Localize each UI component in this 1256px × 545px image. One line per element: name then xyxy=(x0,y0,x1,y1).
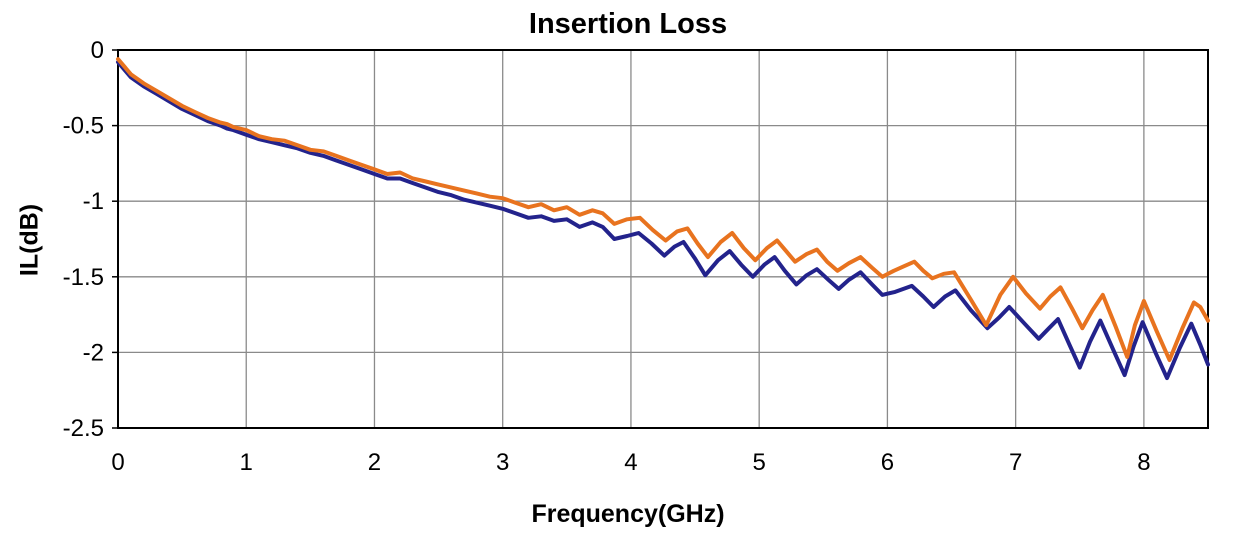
x-tick-label: 0 xyxy=(111,449,124,476)
x-tick-label: 6 xyxy=(881,449,894,476)
y-tick-label: -2.5 xyxy=(63,415,104,442)
plot-border xyxy=(117,49,1209,429)
x-tick-label: 8 xyxy=(1137,449,1150,476)
y-tick-label: -1 xyxy=(83,188,104,215)
x-tick-label: 1 xyxy=(240,449,253,476)
x-tick-label: 4 xyxy=(624,449,637,476)
x-axis-title: Frequency(GHz) xyxy=(531,500,725,528)
x-tick-label: 7 xyxy=(1009,449,1022,476)
series-line-navy xyxy=(116,60,1210,381)
y-tick-label: -0.5 xyxy=(63,113,104,140)
y-tick-label: -1.5 xyxy=(63,264,104,291)
x-tick-label: 5 xyxy=(752,449,765,476)
y-tick-label: -2 xyxy=(83,339,104,366)
chart-title: Insertion Loss xyxy=(528,8,728,40)
series-line-orange xyxy=(116,57,1210,362)
x-tick-label: 3 xyxy=(496,449,509,476)
x-tick-label: 2 xyxy=(368,449,381,476)
y-tick-label: 0 xyxy=(91,37,104,64)
